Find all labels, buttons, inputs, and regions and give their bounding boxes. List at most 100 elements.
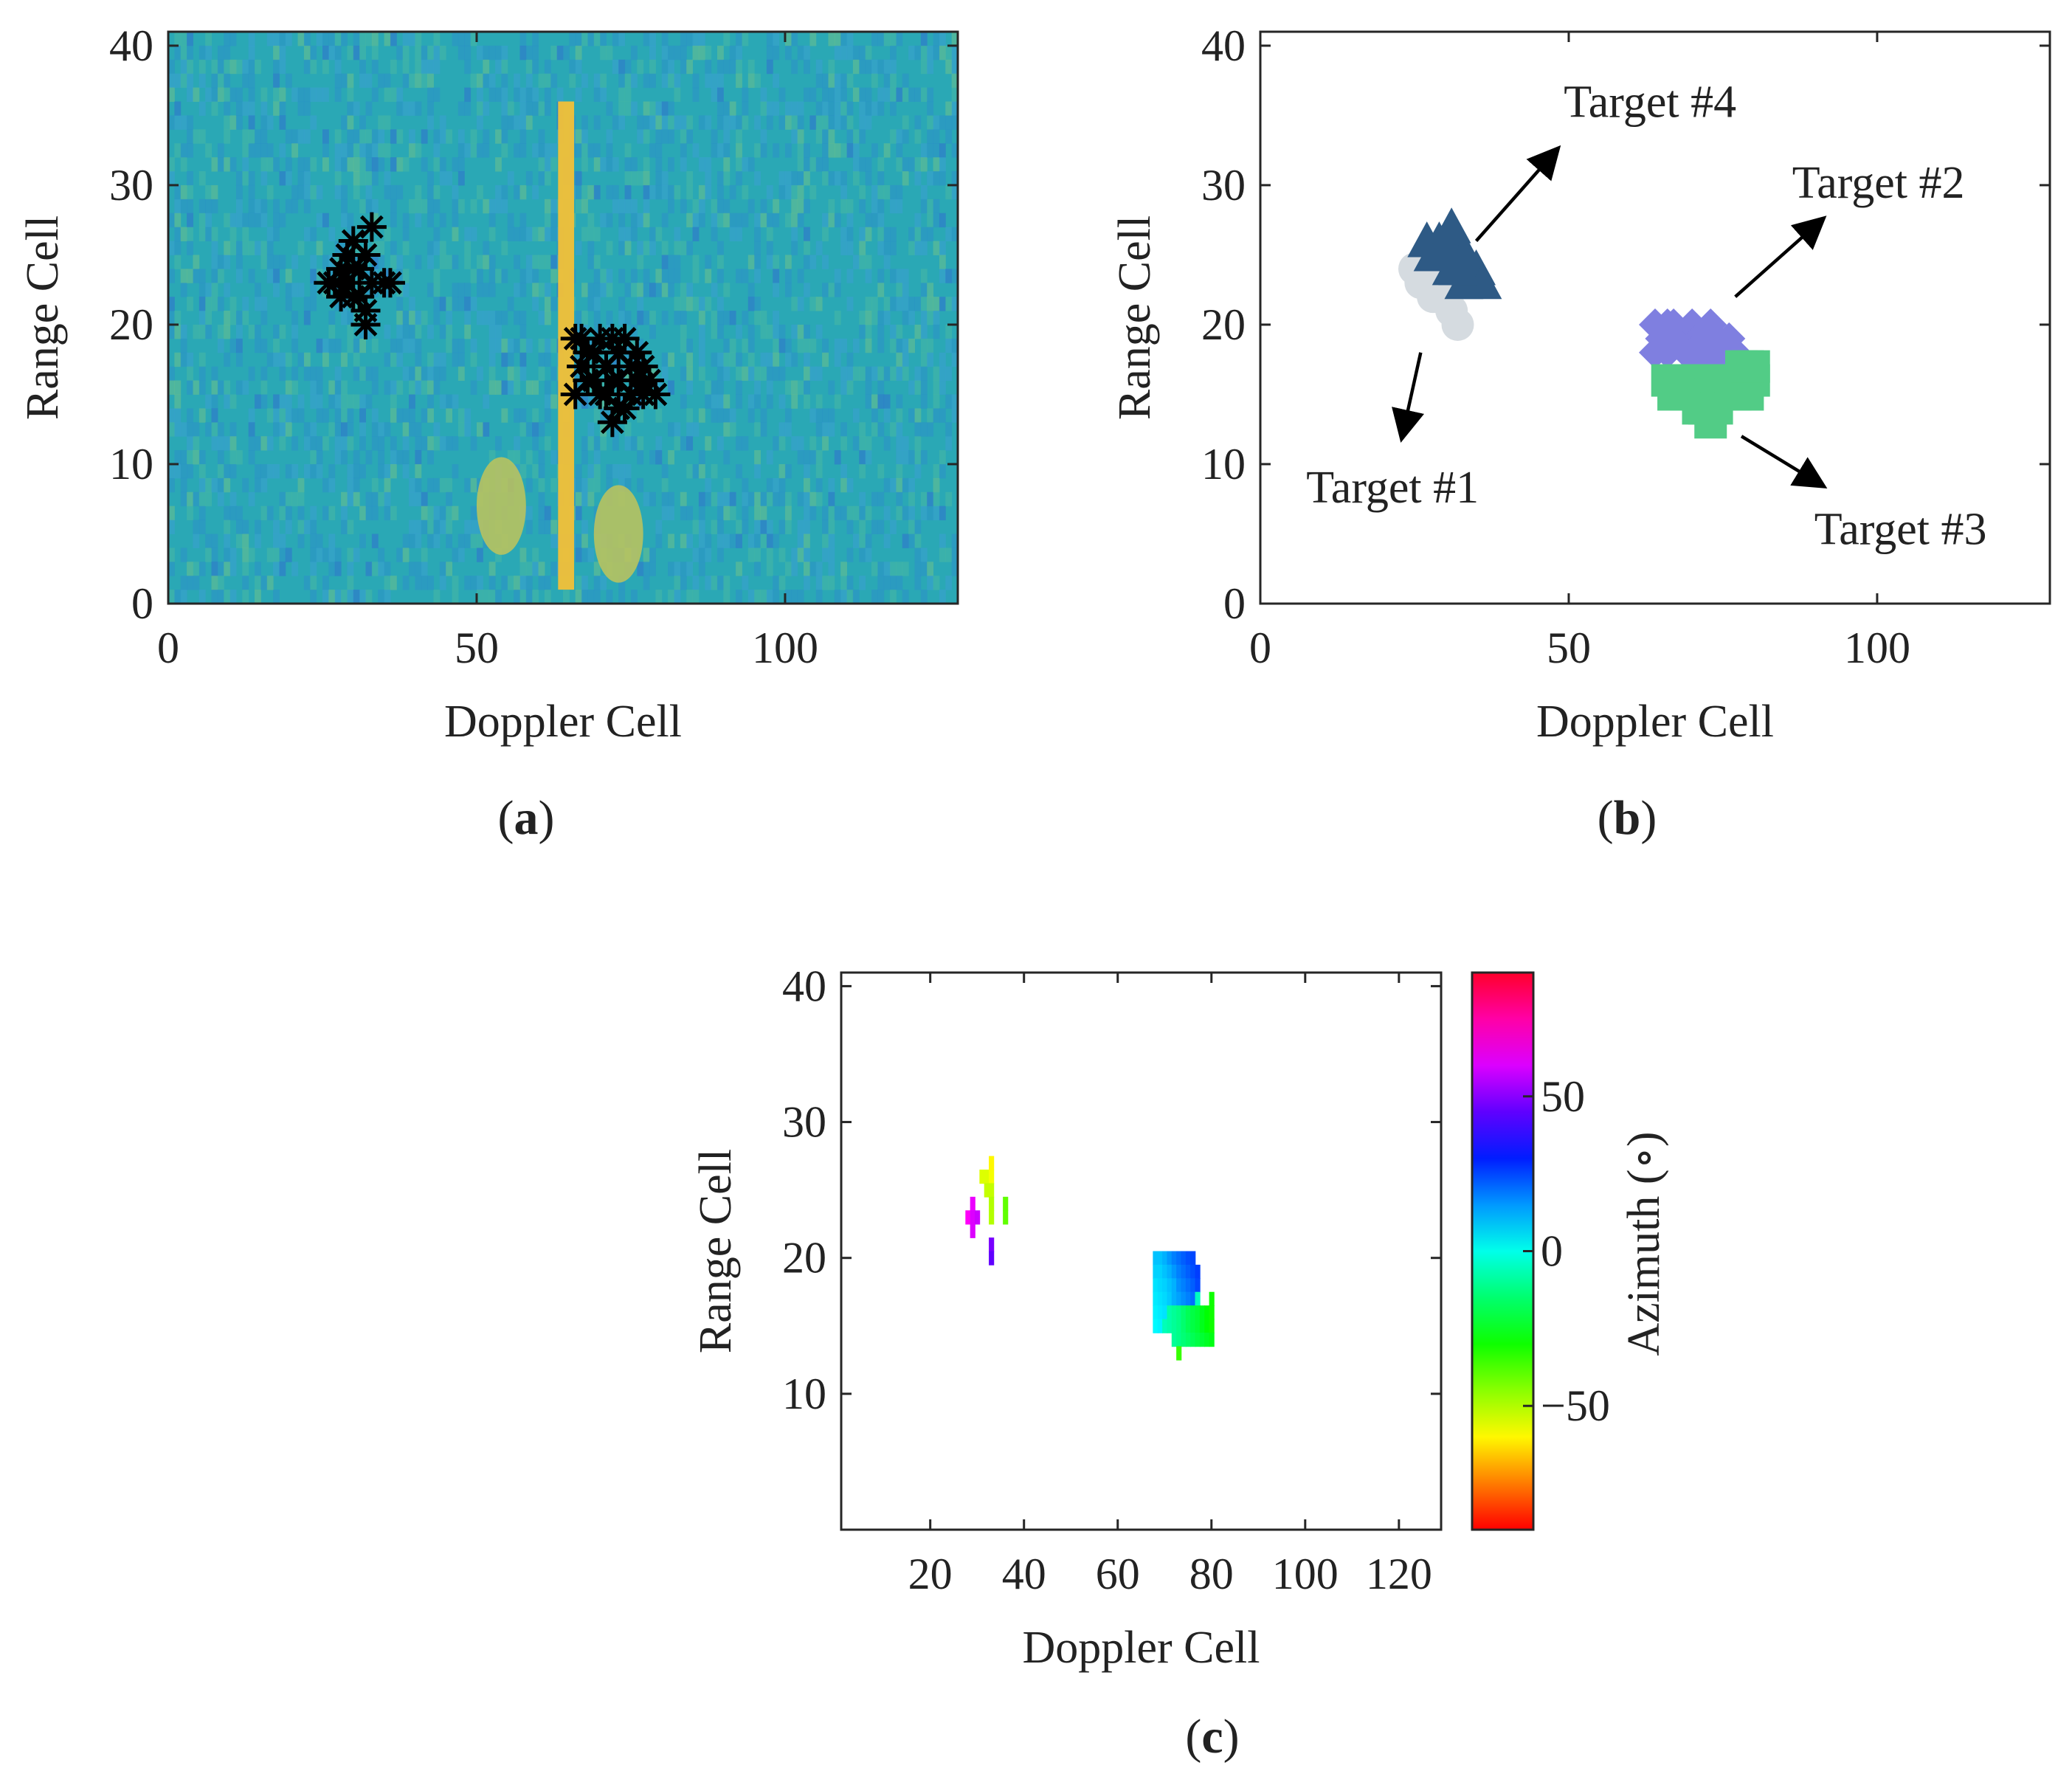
- heatmap-cell: [747, 352, 755, 367]
- heatmap-cell: [402, 269, 410, 283]
- heatmap-cell: [902, 562, 909, 576]
- heatmap-cell: [834, 311, 841, 325]
- heatmap-cell: [205, 324, 213, 339]
- heatmap-cell: [624, 143, 632, 158]
- heatmap-cell: [322, 32, 329, 46]
- heatmap-cell: [273, 324, 280, 339]
- heatmap-cell: [859, 534, 866, 548]
- x-tick-label: 50: [1547, 624, 1591, 672]
- heatmap-cell: [341, 184, 348, 200]
- heatmap-cell: [927, 115, 934, 130]
- heatmap-cell: [692, 297, 700, 311]
- heatmap-cell: [365, 73, 373, 89]
- heatmap-cell: [248, 101, 255, 116]
- heatmap-cell: [187, 184, 193, 200]
- heatmap-cell: [883, 394, 891, 409]
- heatmap-cell: [279, 548, 286, 562]
- heatmap-cell: [198, 101, 206, 116]
- heatmap-cell: [359, 45, 366, 61]
- heatmap-cell: [242, 213, 249, 228]
- heatmap-cell: [452, 463, 459, 479]
- azimuth-cell: [1185, 1278, 1191, 1293]
- heatmap-cell: [532, 143, 539, 158]
- heatmap-cell: [643, 576, 650, 590]
- azimuth-cell: [1190, 1291, 1196, 1306]
- heatmap-cell: [828, 422, 835, 437]
- heatmap-hot-blob: [476, 457, 526, 555]
- heatmap-cell: [716, 548, 724, 562]
- heatmap-cell: [939, 450, 946, 465]
- heatmap-cell: [180, 324, 187, 339]
- heatmap-cell: [716, 73, 724, 89]
- heatmap-cell: [538, 311, 545, 325]
- heatmap-cell: [187, 366, 193, 381]
- heatmap-cell: [920, 338, 928, 353]
- heatmap-cell: [649, 283, 656, 297]
- heatmap-cell: [797, 450, 804, 465]
- heatmap-cell: [279, 101, 286, 116]
- heatmap-cell: [939, 463, 946, 479]
- panel-caption: (b): [1598, 791, 1657, 845]
- heatmap-cell: [729, 422, 736, 437]
- heatmap-cell: [846, 129, 854, 144]
- heatmap-cell: [507, 338, 514, 353]
- heatmap-cell: [933, 408, 940, 423]
- heatmap-cell: [716, 59, 724, 75]
- heatmap-cell: [822, 505, 829, 521]
- heatmap-cell: [470, 519, 477, 534]
- azimuth-cell: [1171, 1278, 1177, 1293]
- heatmap-cell: [747, 408, 755, 423]
- heatmap-cell: [680, 241, 687, 255]
- heatmap-cell: [723, 59, 731, 75]
- heatmap-cell: [883, 408, 891, 423]
- heatmap-cell: [587, 548, 595, 562]
- heatmap-cell: [180, 283, 187, 297]
- heatmap-cell: [840, 73, 848, 89]
- heatmap-cell: [211, 477, 218, 493]
- heatmap-cell: [365, 129, 373, 144]
- heatmap-cell: [896, 422, 903, 437]
- heatmap-cell: [174, 352, 182, 367]
- heatmap-cell: [217, 477, 224, 493]
- heatmap-cell: [396, 184, 404, 200]
- heatmap-cell: [711, 519, 718, 534]
- azimuth-cell: [1190, 1319, 1196, 1333]
- heatmap-cell: [168, 297, 175, 311]
- heatmap-cell: [439, 366, 446, 381]
- heatmap-cell: [773, 45, 780, 61]
- heatmap-cell: [809, 338, 817, 353]
- azimuth-cell: [1181, 1305, 1187, 1320]
- heatmap-cell: [871, 519, 878, 534]
- heatmap-cell: [927, 87, 934, 103]
- heatmap-cell: [581, 491, 588, 507]
- heatmap-cell: [266, 408, 274, 423]
- heatmap-cell: [754, 297, 761, 311]
- heatmap-cell: [187, 143, 193, 158]
- heatmap-cell: [593, 562, 601, 576]
- heatmap-cell: [359, 115, 366, 130]
- heatmap-cell: [668, 129, 674, 144]
- heatmap-cell: [488, 311, 496, 325]
- heatmap-cell: [643, 269, 650, 283]
- heatmap-cell: [723, 115, 731, 130]
- heatmap-cell: [661, 171, 669, 186]
- heatmap-cell: [476, 143, 483, 158]
- heatmap-cell: [828, 32, 835, 46]
- heatmap-cell: [255, 576, 261, 590]
- heatmap-cell: [495, 324, 502, 339]
- heatmap-cell: [519, 338, 527, 353]
- heatmap-cell: [692, 590, 700, 604]
- heatmap-cell: [945, 394, 953, 409]
- heatmap-cell: [544, 519, 551, 534]
- heatmap-cell: [347, 45, 354, 61]
- azimuth-cell: [1157, 1278, 1163, 1293]
- heatmap-cell: [852, 129, 860, 144]
- heatmap-cell: [686, 463, 694, 479]
- heatmap-cell: [920, 87, 928, 103]
- heatmap-cell: [890, 477, 897, 493]
- heatmap-cell: [797, 297, 804, 311]
- heatmap-cell: [575, 32, 582, 46]
- heatmap-cell: [464, 45, 472, 61]
- heatmap-cell: [723, 32, 731, 46]
- heatmap-cell: [334, 450, 342, 465]
